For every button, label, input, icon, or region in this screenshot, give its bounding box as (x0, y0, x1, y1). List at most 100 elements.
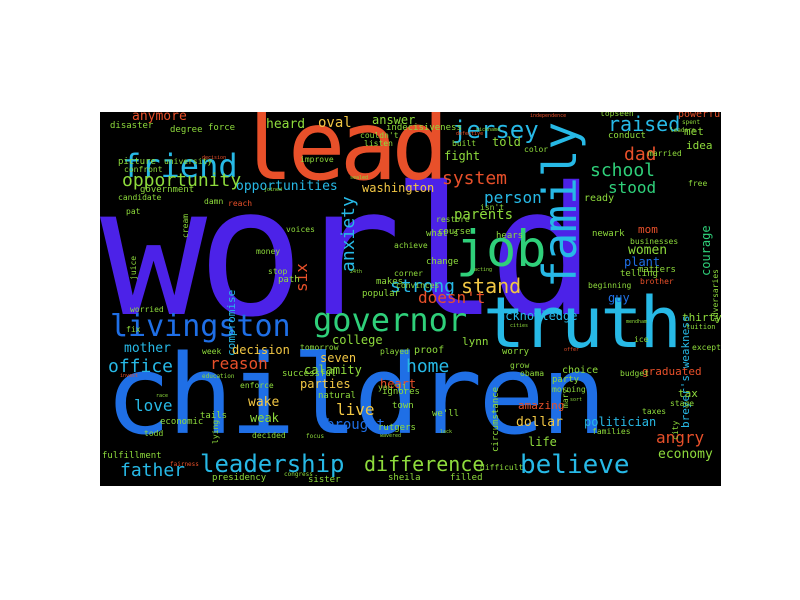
word: economy (658, 447, 713, 462)
word: answer (372, 113, 416, 127)
word: enforce (240, 381, 274, 390)
word: ice (634, 335, 649, 344)
word: guy (608, 291, 630, 305)
word: opportunities (236, 179, 338, 194)
word: children (105, 331, 607, 459)
word: independence (530, 113, 567, 119)
word: worry (502, 347, 530, 357)
word: person (484, 188, 542, 207)
word: sister (308, 475, 341, 485)
word: home (406, 356, 450, 377)
word: color (524, 145, 549, 154)
word: raised (608, 112, 681, 136)
word: government (140, 185, 195, 195)
word: invest (120, 373, 139, 379)
word: seven (320, 351, 357, 365)
word: popular (362, 289, 400, 299)
word: change (426, 257, 459, 267)
word: difficult (480, 463, 524, 472)
word: money (256, 247, 281, 256)
word: difference (364, 452, 485, 476)
word: businesses (630, 237, 679, 246)
word: brought (326, 417, 386, 433)
word: sheila (388, 473, 421, 483)
word: candidate (118, 193, 162, 202)
word: acting (474, 267, 493, 273)
word: wake (248, 395, 280, 410)
word: voices (286, 225, 315, 234)
word: fight (444, 149, 481, 163)
word: university (164, 157, 213, 166)
word: school (590, 160, 656, 181)
word: stop (268, 267, 288, 276)
word: achieve (394, 241, 428, 250)
word: heard (266, 117, 306, 132)
word: decision (202, 155, 227, 161)
word: choice (562, 365, 599, 376)
word: joined (264, 187, 283, 193)
word: force (208, 123, 236, 133)
word: city (671, 420, 680, 440)
word: telling (620, 269, 658, 279)
word: politician (584, 415, 657, 429)
word: matters (638, 265, 676, 275)
word: budget (620, 369, 649, 378)
word: reason (210, 354, 268, 373)
word: friend (122, 147, 238, 185)
word: job (456, 220, 547, 278)
word: parties (300, 377, 351, 391)
word: week (202, 347, 222, 356)
word: isn't (480, 203, 505, 212)
word: stage (670, 399, 695, 408)
word: education (202, 373, 235, 380)
word: mom (638, 223, 658, 236)
word: focus (306, 433, 325, 440)
word: lack (440, 429, 453, 435)
word: rutgers (378, 423, 416, 433)
word: doesn't (418, 288, 486, 307)
word: indecisiveness (386, 123, 462, 133)
word: office (108, 356, 174, 377)
word: fix (126, 325, 141, 334)
word: spent (682, 119, 701, 126)
word: offer (564, 347, 580, 353)
word: corner (394, 269, 423, 278)
word: families (592, 427, 631, 436)
word: plant (624, 255, 661, 269)
word: father (120, 460, 186, 481)
word: sealed (350, 175, 369, 181)
word: ignores (382, 387, 420, 397)
word: ready (584, 193, 615, 204)
word: washington (362, 181, 435, 195)
word: listen (364, 139, 393, 148)
word: picture (118, 157, 156, 167)
word: worried (130, 305, 164, 314)
word: nickname (476, 127, 501, 133)
word: lynn (462, 335, 489, 348)
word: taxes (642, 407, 667, 416)
word: jersey (452, 116, 539, 144)
word: congress (284, 471, 313, 478)
word: confront (124, 165, 163, 174)
word: strong (390, 276, 456, 297)
word: defective (456, 131, 484, 137)
word: truth (483, 282, 682, 364)
word: natural (318, 391, 356, 401)
word: women (628, 243, 668, 258)
word: graduated (642, 365, 702, 378)
word: topseen (600, 112, 634, 118)
word: successful (282, 369, 337, 379)
word: angry (656, 428, 705, 447)
word: course (438, 227, 471, 237)
word: stood (608, 178, 657, 197)
word: convinces (396, 281, 440, 290)
word: todd (144, 429, 164, 438)
word: built (452, 139, 477, 148)
word: acknowledge (498, 309, 578, 323)
word: path (278, 275, 300, 285)
word: mother (124, 341, 171, 356)
word: cities (510, 323, 529, 329)
word: life (528, 435, 557, 449)
word: tax (678, 387, 698, 400)
word: circumstance (491, 386, 501, 452)
